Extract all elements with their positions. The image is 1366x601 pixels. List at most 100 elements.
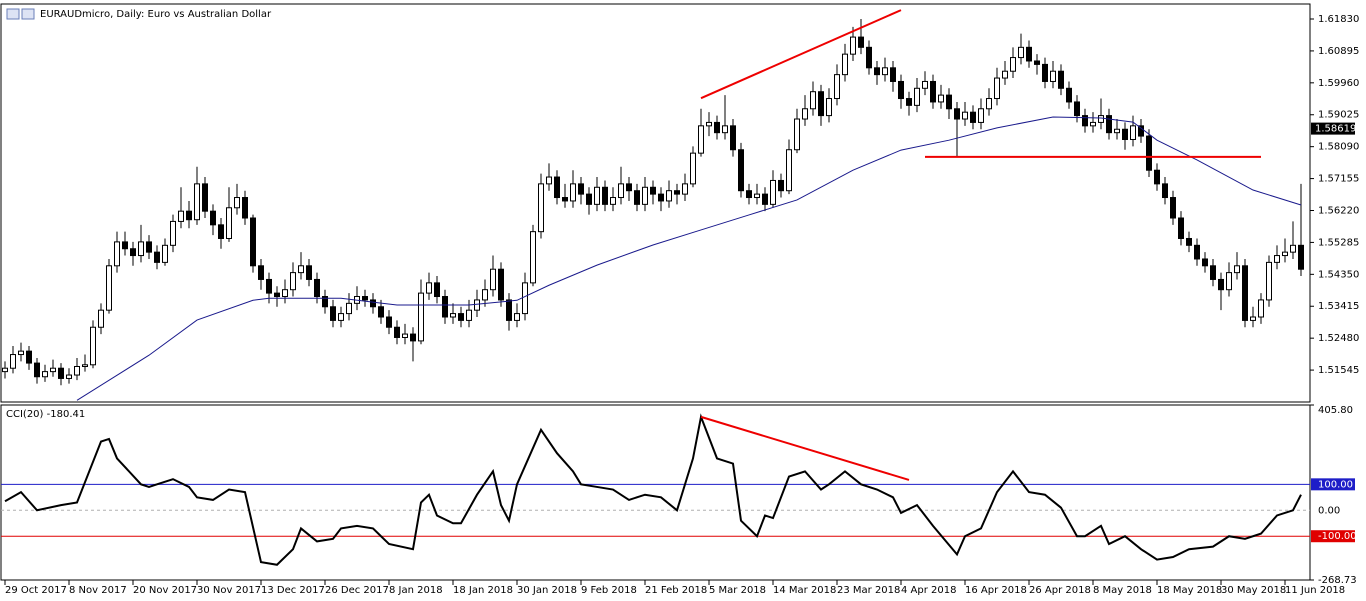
candle-body [666, 190, 672, 202]
x-tick-label: 13 Dec 2017 [261, 585, 325, 596]
candle-body [1194, 244, 1200, 260]
candle-body [570, 183, 576, 202]
candle-body [634, 190, 640, 205]
candle-body [218, 224, 224, 239]
candle-body [1042, 63, 1048, 82]
x-tick-label: 30 May 2018 [1221, 585, 1286, 596]
candle-body [482, 289, 488, 301]
candle-body [1010, 57, 1016, 72]
candle-body [714, 121, 720, 134]
candle-body [938, 94, 944, 103]
candle-body [1250, 316, 1256, 321]
candle-body [1202, 258, 1208, 267]
candle-body [994, 77, 1000, 100]
x-tick-label: 30 Nov 2017 [197, 585, 261, 596]
candle-body [394, 326, 400, 338]
candle-body [1058, 70, 1064, 89]
candle-body [858, 36, 864, 48]
y-tick-label: -268.73 [1318, 575, 1357, 586]
candle-body [1178, 217, 1184, 239]
candle-body [1138, 125, 1144, 137]
candle-body [778, 179, 784, 192]
candle-body [226, 207, 232, 239]
candle-body [306, 265, 312, 280]
candle-body [402, 333, 408, 338]
candle-body [258, 265, 264, 280]
candle-body [234, 197, 240, 209]
candle-body [346, 302, 352, 315]
candle-body [586, 193, 592, 205]
candle-body [1130, 125, 1136, 140]
moving-average [76, 116, 1302, 401]
candle-body [930, 80, 936, 103]
y-tick-label: 1.60895 [1318, 46, 1359, 57]
candle-body [770, 179, 776, 205]
x-tick-label: 16 Apr 2018 [965, 585, 1027, 596]
x-tick-label: 26 Apr 2018 [1029, 585, 1091, 596]
x-tick-label: 20 Nov 2017 [133, 585, 197, 596]
last-price-box [1311, 122, 1355, 135]
candle-body [834, 74, 840, 100]
candle-body [466, 309, 472, 321]
candle-body [458, 313, 464, 321]
candle-body [186, 210, 192, 221]
candle-body [986, 98, 992, 110]
trend-line [700, 415, 910, 481]
x-tick-label: 23 Mar 2018 [837, 585, 900, 596]
candle-body [418, 292, 424, 342]
candle-body [674, 190, 680, 195]
y-tick-label: 1.51545 [1318, 365, 1359, 376]
candle-body [370, 299, 376, 308]
candle-body [1090, 121, 1096, 127]
y-tick-label: 1.61830 [1318, 14, 1359, 25]
candle-body [18, 350, 24, 356]
candle-body [522, 282, 528, 315]
candle-body [386, 316, 392, 328]
candle-body [658, 193, 664, 202]
candle-body [130, 248, 136, 257]
candle-body [194, 183, 200, 221]
candle-body [162, 244, 168, 263]
candle-body [34, 362, 40, 378]
candle-body [1146, 135, 1152, 171]
y-tick-label: 1.57155 [1318, 174, 1359, 185]
candle-body [698, 125, 704, 154]
candle-body [322, 296, 328, 308]
candle-body [474, 299, 480, 311]
x-tick-label: 18 Jan 2018 [453, 585, 513, 596]
x-tick-label: 18 May 2018 [1157, 585, 1222, 596]
candle-body [314, 278, 320, 298]
cci-title: CCI(20) -180.41 [6, 409, 85, 420]
candle-body [826, 98, 832, 117]
price-panel [0, 3, 1311, 403]
candle-body [434, 282, 440, 298]
y-tick-label: 1.54350 [1318, 269, 1359, 280]
x-tick-label: 29 Oct 2017 [5, 585, 67, 596]
candle-body [650, 186, 656, 195]
candle-body [754, 193, 760, 199]
candle-body [1074, 101, 1080, 117]
candle-body [594, 186, 600, 205]
candle-body [298, 265, 304, 274]
candle-body [1114, 128, 1120, 134]
trend-line [700, 9, 902, 100]
candle-body [682, 183, 688, 195]
candle-body [66, 374, 72, 379]
candle-body [50, 367, 56, 373]
candle-body [498, 268, 504, 301]
candle-body [1210, 265, 1216, 280]
candle-body [1082, 115, 1088, 127]
y-tick-label: -100.00 [1318, 531, 1357, 542]
candle-body [138, 241, 144, 257]
x-tick-label: 8 Nov 2017 [69, 585, 127, 596]
y-tick-label: 1.52480 [1318, 333, 1359, 344]
candle-body [738, 149, 744, 192]
candle-body [290, 272, 296, 291]
x-tick-label: 11 Jun 2018 [1285, 585, 1345, 596]
candle-body [962, 111, 968, 120]
candle-body [890, 67, 896, 82]
candle-body [618, 183, 624, 199]
candle-body [202, 183, 208, 212]
candle-body [514, 313, 520, 321]
